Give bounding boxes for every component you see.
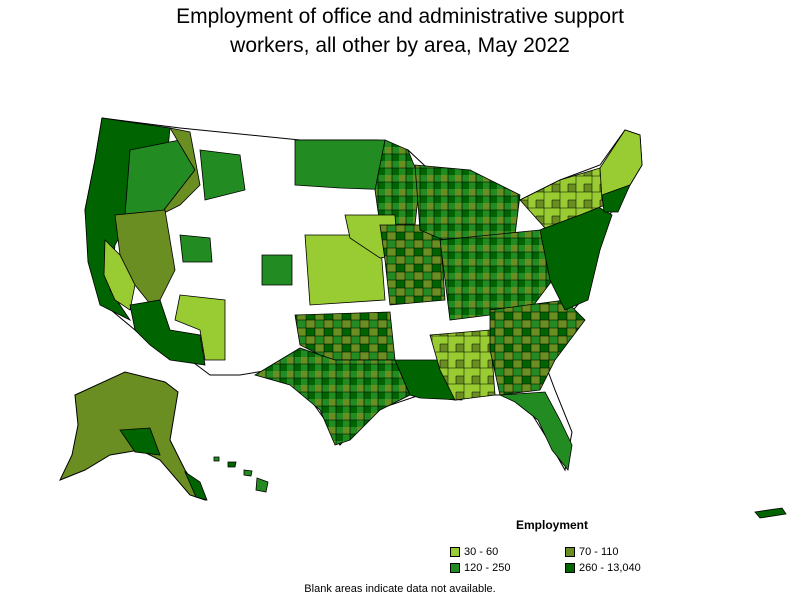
legend-title: Employment bbox=[516, 518, 589, 532]
footnote: Blank areas indicate data not available. bbox=[304, 583, 496, 595]
alaska-south bbox=[119, 427, 161, 456]
region-florida bbox=[499, 391, 573, 471]
legend-item-260-13040: 260 - 13,040 bbox=[565, 562, 641, 574]
hawaii-kauai bbox=[213, 456, 220, 462]
region-wisconsin-michigan bbox=[414, 164, 521, 246]
hawaii-oahu bbox=[227, 461, 237, 468]
legend-swatch bbox=[450, 563, 460, 573]
region-utah bbox=[179, 234, 213, 263]
legend-swatch bbox=[565, 547, 575, 557]
hawaii-maui bbox=[243, 469, 253, 477]
legend-label: 30 - 60 bbox=[464, 546, 499, 558]
legend-item-120-250: 120 - 250 bbox=[450, 562, 510, 574]
region-southeast bbox=[489, 299, 586, 396]
region-texas bbox=[254, 347, 411, 446]
hawaii-big-island bbox=[255, 477, 269, 493]
region-colorado bbox=[261, 254, 293, 286]
region-iowa-missouri bbox=[379, 224, 446, 306]
region-arizona-light bbox=[174, 294, 226, 361]
legend-item-30-60: 30 - 60 bbox=[450, 546, 498, 558]
region-california-valley bbox=[103, 239, 136, 311]
alaska-panhandle bbox=[184, 470, 208, 501]
legend-label: 260 - 13,040 bbox=[579, 562, 641, 574]
legend-swatch bbox=[565, 563, 575, 573]
title-line-1: Employment of office and administrative … bbox=[176, 5, 624, 28]
legend-swatch bbox=[450, 547, 460, 557]
puerto-rico bbox=[754, 507, 787, 519]
legend-item-70-110: 70 - 110 bbox=[565, 546, 619, 558]
legend-label: 120 - 250 bbox=[464, 562, 511, 574]
region-deep-south-light bbox=[429, 329, 496, 401]
title-line-2: workers, all other by area, May 2022 bbox=[230, 34, 570, 57]
region-rockies-green bbox=[199, 149, 246, 201]
legend-label: 70 - 110 bbox=[579, 546, 619, 558]
region-idaho bbox=[159, 127, 201, 216]
region-southwest bbox=[129, 299, 206, 366]
map-title: Employment of office and administrative … bbox=[0, 2, 800, 60]
region-southern-new-england bbox=[601, 184, 631, 213]
